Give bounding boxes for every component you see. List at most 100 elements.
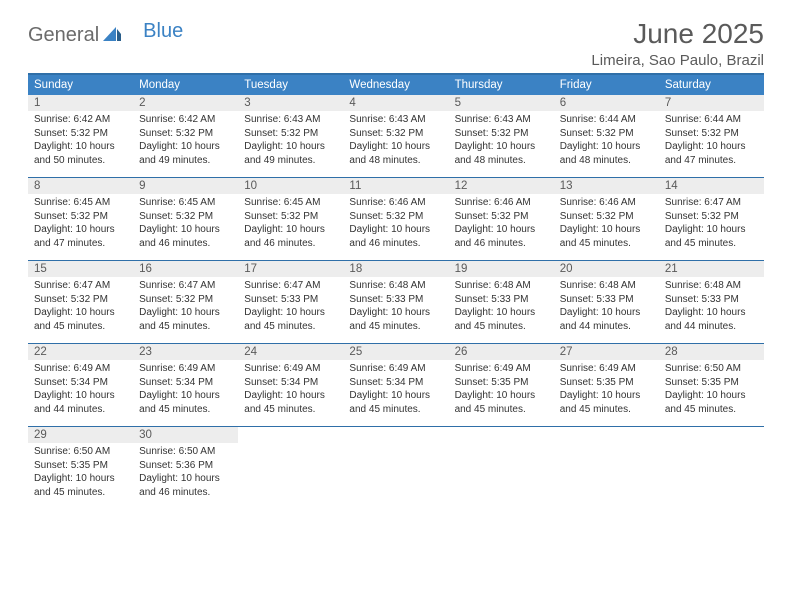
- weekday-saturday: Saturday: [659, 75, 764, 95]
- sunrise-line: Sunrise: 6:50 AM: [139, 445, 232, 459]
- day-cell: 26Sunrise: 6:49 AMSunset: 5:35 PMDayligh…: [449, 344, 554, 426]
- day-number: 17: [238, 261, 343, 277]
- day-cell-empty: [343, 427, 448, 509]
- daylight-line: Daylight: 10 hours and 44 minutes.: [560, 306, 653, 333]
- day-body: Sunrise: 6:49 AMSunset: 5:35 PMDaylight:…: [554, 360, 659, 420]
- day-number: 30: [133, 427, 238, 443]
- day-number: 23: [133, 344, 238, 360]
- sunrise-line: Sunrise: 6:46 AM: [349, 196, 442, 210]
- day-body: Sunrise: 6:44 AMSunset: 5:32 PMDaylight:…: [659, 111, 764, 171]
- sunrise-line: Sunrise: 6:43 AM: [455, 113, 548, 127]
- sunset-line: Sunset: 5:35 PM: [665, 376, 758, 390]
- sunset-line: Sunset: 5:32 PM: [34, 127, 127, 141]
- weekday-tuesday: Tuesday: [238, 75, 343, 95]
- day-cell: 29Sunrise: 6:50 AMSunset: 5:35 PMDayligh…: [28, 427, 133, 509]
- sunrise-line: Sunrise: 6:42 AM: [34, 113, 127, 127]
- header: General Blue June 2025 Limeira, Sao Paul…: [28, 18, 764, 69]
- day-number: 6: [554, 95, 659, 111]
- sunrise-line: Sunrise: 6:48 AM: [560, 279, 653, 293]
- weekday-wednesday: Wednesday: [343, 75, 448, 95]
- sunset-line: Sunset: 5:32 PM: [139, 127, 232, 141]
- day-cell: 12Sunrise: 6:46 AMSunset: 5:32 PMDayligh…: [449, 178, 554, 260]
- sunrise-line: Sunrise: 6:49 AM: [455, 362, 548, 376]
- day-body: Sunrise: 6:44 AMSunset: 5:32 PMDaylight:…: [554, 111, 659, 171]
- sunrise-line: Sunrise: 6:45 AM: [139, 196, 232, 210]
- day-number: 5: [449, 95, 554, 111]
- day-body: Sunrise: 6:47 AMSunset: 5:32 PMDaylight:…: [28, 277, 133, 337]
- day-body: Sunrise: 6:42 AMSunset: 5:32 PMDaylight:…: [28, 111, 133, 171]
- day-number: 21: [659, 261, 764, 277]
- sunrise-line: Sunrise: 6:45 AM: [34, 196, 127, 210]
- day-number: 16: [133, 261, 238, 277]
- sunrise-line: Sunrise: 6:49 AM: [34, 362, 127, 376]
- daylight-line: Daylight: 10 hours and 45 minutes.: [560, 389, 653, 416]
- week-row: 22Sunrise: 6:49 AMSunset: 5:34 PMDayligh…: [28, 343, 764, 426]
- day-body: Sunrise: 6:50 AMSunset: 5:36 PMDaylight:…: [133, 443, 238, 503]
- day-number: 2: [133, 95, 238, 111]
- day-body: Sunrise: 6:46 AMSunset: 5:32 PMDaylight:…: [554, 194, 659, 254]
- daylight-line: Daylight: 10 hours and 47 minutes.: [665, 140, 758, 167]
- daylight-line: Daylight: 10 hours and 46 minutes.: [349, 223, 442, 250]
- daylight-line: Daylight: 10 hours and 45 minutes.: [244, 306, 337, 333]
- sunset-line: Sunset: 5:33 PM: [665, 293, 758, 307]
- day-cell: 16Sunrise: 6:47 AMSunset: 5:32 PMDayligh…: [133, 261, 238, 343]
- daylight-line: Daylight: 10 hours and 45 minutes.: [455, 306, 548, 333]
- daylight-line: Daylight: 10 hours and 44 minutes.: [34, 389, 127, 416]
- daylight-line: Daylight: 10 hours and 46 minutes.: [139, 223, 232, 250]
- daylight-line: Daylight: 10 hours and 45 minutes.: [665, 223, 758, 250]
- sunrise-line: Sunrise: 6:50 AM: [665, 362, 758, 376]
- weekday-row: SundayMondayTuesdayWednesdayThursdayFrid…: [28, 75, 764, 95]
- sunset-line: Sunset: 5:32 PM: [665, 127, 758, 141]
- day-cell: 8Sunrise: 6:45 AMSunset: 5:32 PMDaylight…: [28, 178, 133, 260]
- day-cell: 20Sunrise: 6:48 AMSunset: 5:33 PMDayligh…: [554, 261, 659, 343]
- day-cell-empty: [554, 427, 659, 509]
- day-body: Sunrise: 6:47 AMSunset: 5:32 PMDaylight:…: [133, 277, 238, 337]
- day-cell: 24Sunrise: 6:49 AMSunset: 5:34 PMDayligh…: [238, 344, 343, 426]
- day-cell: 2Sunrise: 6:42 AMSunset: 5:32 PMDaylight…: [133, 95, 238, 177]
- sunset-line: Sunset: 5:32 PM: [455, 127, 548, 141]
- day-number: 29: [28, 427, 133, 443]
- daylight-line: Daylight: 10 hours and 48 minutes.: [455, 140, 548, 167]
- sunrise-line: Sunrise: 6:46 AM: [560, 196, 653, 210]
- daylight-line: Daylight: 10 hours and 45 minutes.: [349, 306, 442, 333]
- weekday-friday: Friday: [554, 75, 659, 95]
- day-cell: 18Sunrise: 6:48 AMSunset: 5:33 PMDayligh…: [343, 261, 448, 343]
- sunrise-line: Sunrise: 6:44 AM: [560, 113, 653, 127]
- sunrise-line: Sunrise: 6:43 AM: [244, 113, 337, 127]
- sunrise-line: Sunrise: 6:47 AM: [665, 196, 758, 210]
- logo-text-blue: Blue: [143, 20, 183, 43]
- day-cell: 3Sunrise: 6:43 AMSunset: 5:32 PMDaylight…: [238, 95, 343, 177]
- day-body: Sunrise: 6:49 AMSunset: 5:34 PMDaylight:…: [343, 360, 448, 420]
- daylight-line: Daylight: 10 hours and 45 minutes.: [34, 306, 127, 333]
- day-cell: 10Sunrise: 6:45 AMSunset: 5:32 PMDayligh…: [238, 178, 343, 260]
- day-body: Sunrise: 6:48 AMSunset: 5:33 PMDaylight:…: [449, 277, 554, 337]
- sunset-line: Sunset: 5:32 PM: [139, 293, 232, 307]
- daylight-line: Daylight: 10 hours and 49 minutes.: [244, 140, 337, 167]
- sunrise-line: Sunrise: 6:49 AM: [244, 362, 337, 376]
- month-title: June 2025: [591, 18, 764, 50]
- day-cell: 4Sunrise: 6:43 AMSunset: 5:32 PMDaylight…: [343, 95, 448, 177]
- sunset-line: Sunset: 5:32 PM: [139, 210, 232, 224]
- day-number: 8: [28, 178, 133, 194]
- sunset-line: Sunset: 5:34 PM: [349, 376, 442, 390]
- day-body: Sunrise: 6:45 AMSunset: 5:32 PMDaylight:…: [133, 194, 238, 254]
- sunset-line: Sunset: 5:32 PM: [244, 210, 337, 224]
- day-body: Sunrise: 6:50 AMSunset: 5:35 PMDaylight:…: [28, 443, 133, 503]
- sunset-line: Sunset: 5:32 PM: [244, 127, 337, 141]
- day-number: 13: [554, 178, 659, 194]
- day-cell: 30Sunrise: 6:50 AMSunset: 5:36 PMDayligh…: [133, 427, 238, 509]
- location: Limeira, Sao Paulo, Brazil: [591, 52, 764, 69]
- logo-text-general: General: [28, 24, 99, 47]
- day-body: Sunrise: 6:46 AMSunset: 5:32 PMDaylight:…: [449, 194, 554, 254]
- daylight-line: Daylight: 10 hours and 45 minutes.: [244, 389, 337, 416]
- day-cell: 19Sunrise: 6:48 AMSunset: 5:33 PMDayligh…: [449, 261, 554, 343]
- day-cell: 25Sunrise: 6:49 AMSunset: 5:34 PMDayligh…: [343, 344, 448, 426]
- sunset-line: Sunset: 5:33 PM: [244, 293, 337, 307]
- day-cell: 11Sunrise: 6:46 AMSunset: 5:32 PMDayligh…: [343, 178, 448, 260]
- sunset-line: Sunset: 5:32 PM: [455, 210, 548, 224]
- day-number: 22: [28, 344, 133, 360]
- day-cell: 13Sunrise: 6:46 AMSunset: 5:32 PMDayligh…: [554, 178, 659, 260]
- day-body: Sunrise: 6:49 AMSunset: 5:35 PMDaylight:…: [449, 360, 554, 420]
- sunrise-line: Sunrise: 6:49 AM: [560, 362, 653, 376]
- sunset-line: Sunset: 5:35 PM: [455, 376, 548, 390]
